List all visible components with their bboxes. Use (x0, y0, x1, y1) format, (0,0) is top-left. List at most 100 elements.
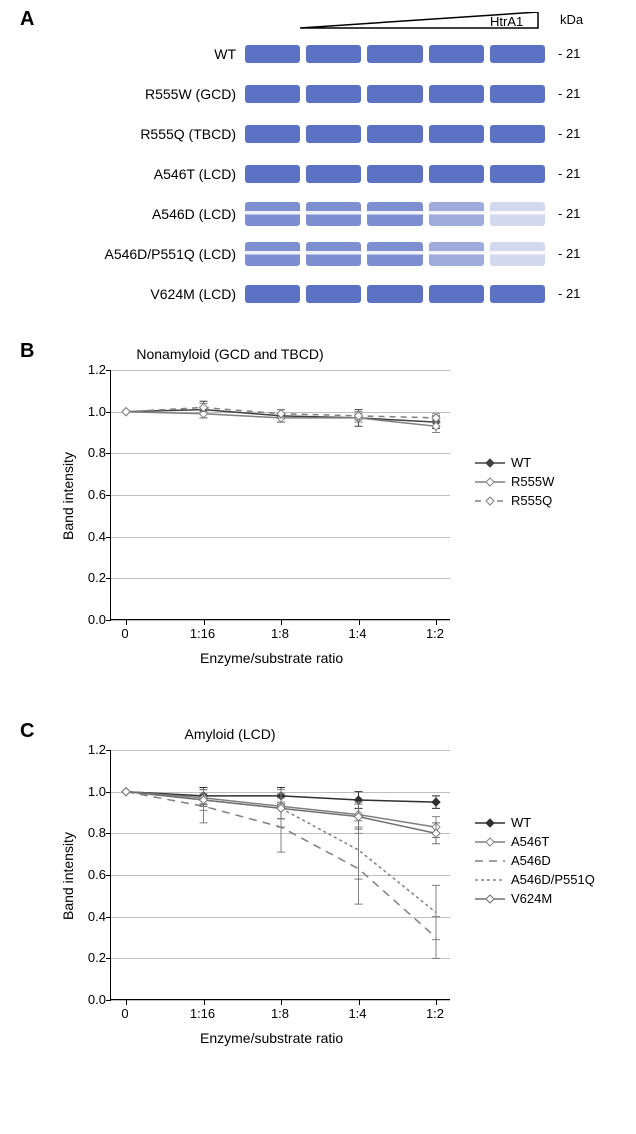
kda-marker: - 21 (558, 166, 580, 181)
error-bar (432, 885, 440, 939)
gel-lane (245, 202, 300, 226)
ytick-label: 1.0 (46, 404, 106, 419)
xtick-label: 0 (100, 1006, 150, 1021)
gel-lane (429, 202, 484, 226)
gel-lane (429, 45, 484, 63)
ytick-label: 1.0 (46, 784, 106, 799)
legend-row: R555W (475, 474, 554, 489)
ytick-label: 0.8 (46, 445, 106, 460)
xtick (204, 1000, 205, 1005)
legend-label: R555Q (511, 493, 552, 508)
xtick (204, 620, 205, 625)
legend-row: V624M (475, 891, 595, 906)
gel-row-label: A546D (LCD) (36, 206, 236, 222)
gel-lane (367, 285, 422, 303)
gel-lane-group (245, 280, 545, 308)
gel-lane (367, 165, 422, 183)
ytick (106, 1000, 111, 1001)
xtick-label: 1:16 (178, 1006, 228, 1021)
gel-lane (429, 125, 484, 143)
gel-row-label: A546T (LCD) (36, 166, 236, 182)
gel-lane-group (245, 160, 545, 188)
xtick (359, 620, 360, 625)
gel-lane-group (245, 240, 545, 268)
xtick-label: 1:2 (410, 1006, 460, 1021)
series-marker (432, 829, 440, 837)
legend-swatch (475, 456, 505, 470)
gel-lane (429, 165, 484, 183)
ytick-label: 0.6 (46, 487, 106, 502)
gel-lane (245, 285, 300, 303)
chart-b-title: Nonamyloid (GCD and TBCD) (0, 346, 460, 362)
xtick-label: 1:4 (333, 626, 383, 641)
gel-row-label: R555W (GCD) (36, 86, 236, 102)
xlabel-b: Enzyme/substrate ratio (200, 650, 343, 666)
gel-lane (490, 165, 545, 183)
chart-svg (111, 370, 451, 620)
xtick-label: 1:2 (410, 626, 460, 641)
gel-lane-group (245, 40, 545, 68)
gel-lane (245, 45, 300, 63)
xtick-label: 1:16 (178, 626, 228, 641)
legend-swatch (475, 854, 505, 868)
gel-row-label: WT (36, 46, 236, 62)
legend-c: WTA546TA546DA546D/P551QV624M (475, 815, 595, 910)
legend-label: V624M (511, 891, 552, 906)
gel-row-label: R555Q (TBCD) (36, 126, 236, 142)
gel-lane (490, 125, 545, 143)
chart-svg (111, 750, 451, 1000)
kda-marker: - 21 (558, 286, 580, 301)
ytick (106, 620, 111, 621)
gel-lane (367, 85, 422, 103)
panel-c: C Amyloid (LCD) Band intensity Enzyme/su… (0, 720, 636, 1100)
gel-lane (490, 45, 545, 63)
legend-label: A546D (511, 853, 551, 868)
legend-swatch (475, 835, 505, 849)
ytick-label: 0.0 (46, 992, 106, 1007)
ytick-label: 1.2 (46, 742, 106, 757)
gel-lane (306, 242, 361, 266)
xtick (126, 620, 127, 625)
gel-lane (306, 45, 361, 63)
xtick (359, 1000, 360, 1005)
gel-lane (367, 45, 422, 63)
legend-label: WT (511, 815, 531, 830)
xtick (126, 1000, 127, 1005)
xtick (281, 1000, 282, 1005)
ytick-label: 0.0 (46, 612, 106, 627)
kda-marker: - 21 (558, 246, 580, 261)
panel-b: B Nonamyloid (GCD and TBCD) Band intensi… (0, 340, 636, 700)
legend-row: R555Q (475, 493, 554, 508)
gel-lane (367, 202, 422, 226)
gel-lane-group (245, 120, 545, 148)
gel-lane (245, 85, 300, 103)
kda-header: kDa (560, 12, 583, 27)
legend-row: WT (475, 815, 595, 830)
legend-row: WT (475, 455, 554, 470)
series-marker (432, 798, 440, 806)
ytick-label: 0.2 (46, 950, 106, 965)
xtick (436, 1000, 437, 1005)
xtick-label: 0 (100, 626, 150, 641)
gel-lane (306, 285, 361, 303)
legend-swatch (475, 494, 505, 508)
gel-lane (367, 242, 422, 266)
gel-lane-group (245, 80, 545, 108)
kda-marker: - 21 (558, 46, 580, 61)
series-marker (122, 408, 130, 416)
gel-lane (245, 165, 300, 183)
ytick-label: 0.4 (46, 529, 106, 544)
legend-row: A546D/P551Q (475, 872, 595, 887)
gel-lane (306, 85, 361, 103)
kda-marker: - 21 (558, 126, 580, 141)
panel-a: A HtrA1 kDa WT- 21R555W (GCD)- 21R555Q (… (0, 0, 636, 330)
gel-lane (490, 242, 545, 266)
legend-label: A546D/P551Q (511, 872, 595, 887)
legend-b: WT R555W R555Q (475, 455, 554, 512)
gel-lane (490, 202, 545, 226)
plot-area-b (110, 370, 450, 620)
gel-lane (306, 202, 361, 226)
xlabel-c: Enzyme/substrate ratio (200, 1030, 343, 1046)
series-marker (122, 788, 130, 796)
gel-lane (429, 85, 484, 103)
